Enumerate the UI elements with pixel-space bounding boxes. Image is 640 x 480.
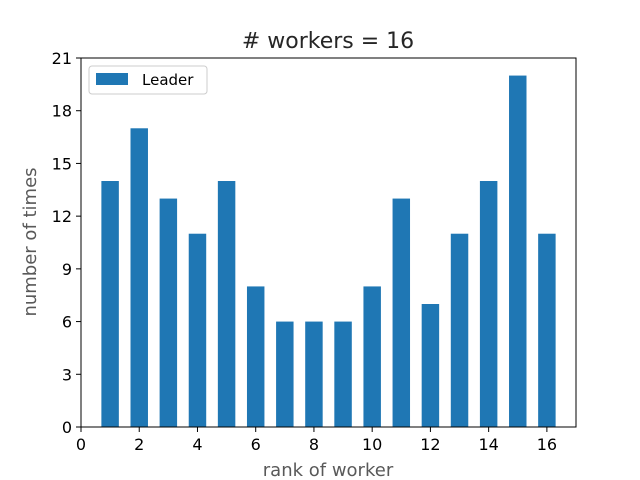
x-axis: 0 2 4 6 8 10 12 14 16 (76, 427, 557, 454)
x-tick-label: 8 (309, 435, 319, 454)
y-tick-label: 12 (52, 207, 72, 226)
bar-rank-3 (159, 198, 178, 427)
bar-rank-14 (479, 181, 498, 427)
y-axis-label: number of times (20, 167, 41, 316)
x-tick-label: 16 (537, 435, 557, 454)
legend-label: Leader (142, 71, 194, 89)
x-tick-label: 6 (251, 435, 261, 454)
x-tick-label: 12 (420, 435, 440, 454)
bar-rank-10 (363, 286, 381, 427)
legend: Leader (88, 65, 208, 95)
y-axis: 0 3 6 9 12 15 18 21 (52, 49, 81, 437)
bar-rank-8 (305, 321, 323, 427)
y-tick-label: 21 (52, 49, 72, 68)
bar-rank-13 (450, 233, 469, 427)
x-axis-label: rank of worker (263, 460, 394, 480)
x-tick-label: 14 (478, 435, 498, 454)
bar-rank-2 (130, 128, 148, 428)
bar-rank-15 (509, 75, 527, 428)
x-tick-label: 4 (192, 435, 202, 454)
y-tick-label: 6 (62, 313, 72, 332)
bars-group (101, 75, 556, 428)
x-tick-label: 10 (362, 435, 382, 454)
bar-rank-12 (421, 304, 440, 427)
bar-rank-1 (101, 181, 119, 427)
legend-swatch (96, 73, 128, 85)
bar-rank-6 (246, 286, 265, 427)
y-tick-label: 9 (62, 260, 72, 279)
x-tick-label: 2 (134, 435, 144, 454)
x-tick-label: 0 (76, 435, 86, 454)
plot-frame (80, 57, 577, 428)
y-tick-label: 3 (62, 365, 72, 384)
bar-rank-11 (392, 198, 411, 427)
bar-rank-9 (334, 321, 352, 427)
bar-rank-5 (217, 181, 236, 427)
chart-title: # workers = 16 (242, 29, 414, 54)
y-tick-label: 18 (52, 102, 72, 121)
bar-rank-16 (538, 233, 556, 427)
bar-rank-7 (276, 321, 294, 427)
bar-rank-4 (188, 233, 207, 427)
y-tick-label: 0 (62, 418, 72, 437)
y-tick-label: 15 (52, 154, 72, 173)
